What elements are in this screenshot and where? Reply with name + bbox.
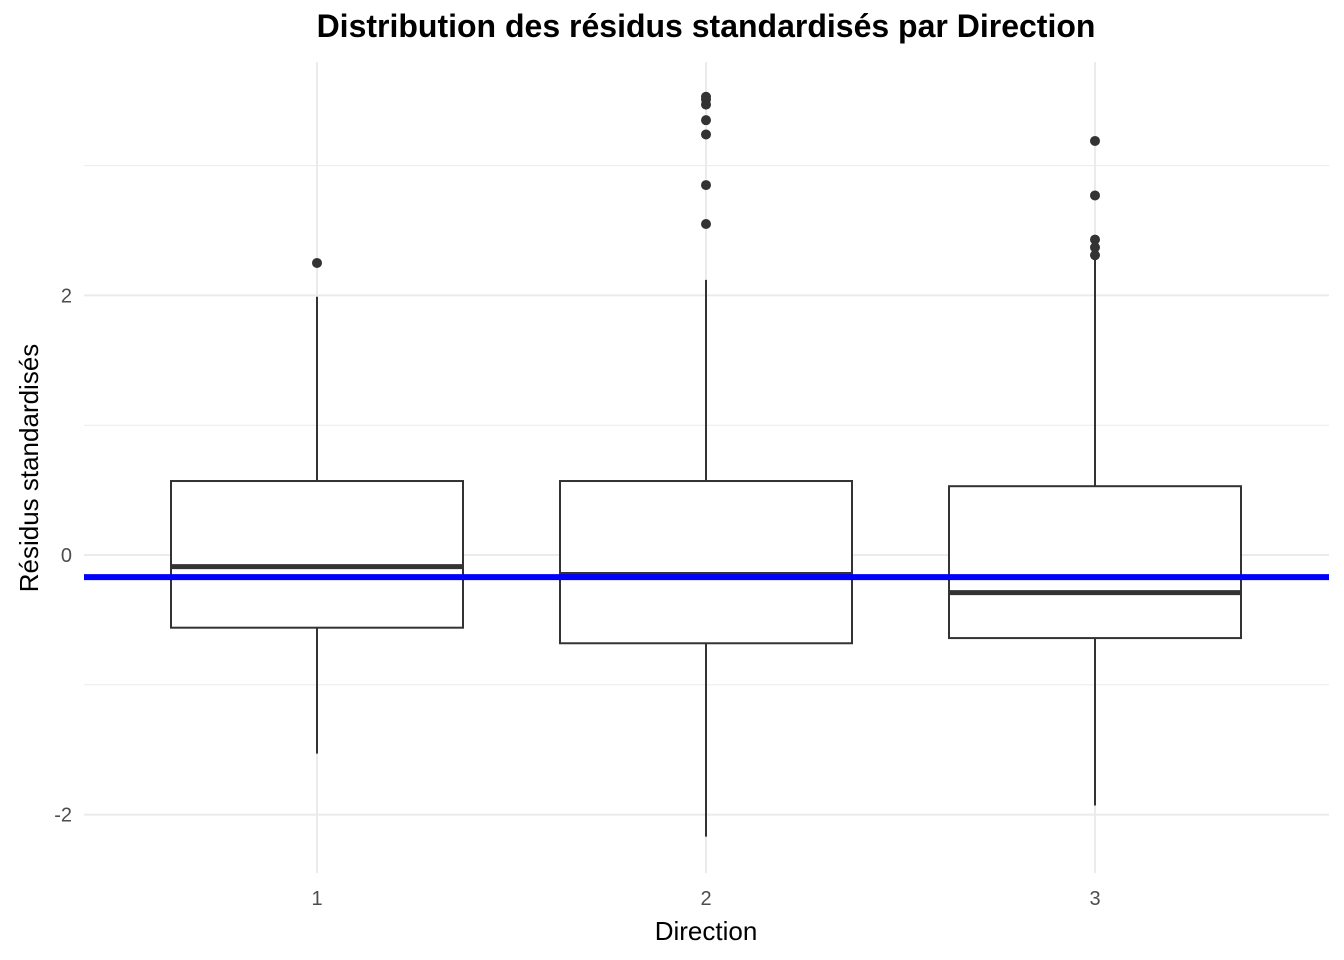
outlier-point bbox=[1090, 135, 1100, 146]
box-iqr bbox=[948, 485, 1242, 640]
box-iqr bbox=[170, 480, 464, 629]
outlier-point bbox=[701, 115, 711, 126]
y-tick-label: -2 bbox=[54, 805, 72, 827]
chart-title: Distribution des résidus standardisés pa… bbox=[316, 8, 1096, 44]
outlier-point bbox=[1090, 242, 1100, 253]
outlier-point bbox=[1090, 234, 1100, 245]
outlier-point bbox=[701, 129, 711, 140]
boxes-group bbox=[170, 257, 1242, 837]
y-axis-title: Résidus standardisés bbox=[14, 344, 44, 593]
outlier-point bbox=[701, 91, 711, 102]
outlier-point bbox=[701, 180, 711, 191]
x-tick-label: 2 bbox=[700, 888, 711, 910]
box-2 bbox=[559, 279, 853, 837]
outlier-point bbox=[312, 257, 322, 268]
x-tick-label: 3 bbox=[1089, 888, 1100, 910]
x-axis-title: Direction bbox=[655, 916, 758, 946]
box-3 bbox=[948, 257, 1242, 806]
y-tick-label: 0 bbox=[61, 545, 72, 567]
box-1 bbox=[170, 296, 464, 754]
y-tick-label: 2 bbox=[61, 285, 72, 307]
x-axis: 1 2 3 bbox=[311, 888, 1100, 910]
outlier-point bbox=[1090, 190, 1100, 201]
outlier-point bbox=[701, 219, 711, 230]
outliers-group bbox=[312, 91, 1100, 268]
box-iqr bbox=[559, 480, 853, 645]
y-axis: -2 0 2 bbox=[54, 285, 72, 826]
x-tick-label: 1 bbox=[311, 888, 322, 910]
outlier-point bbox=[1090, 250, 1100, 261]
